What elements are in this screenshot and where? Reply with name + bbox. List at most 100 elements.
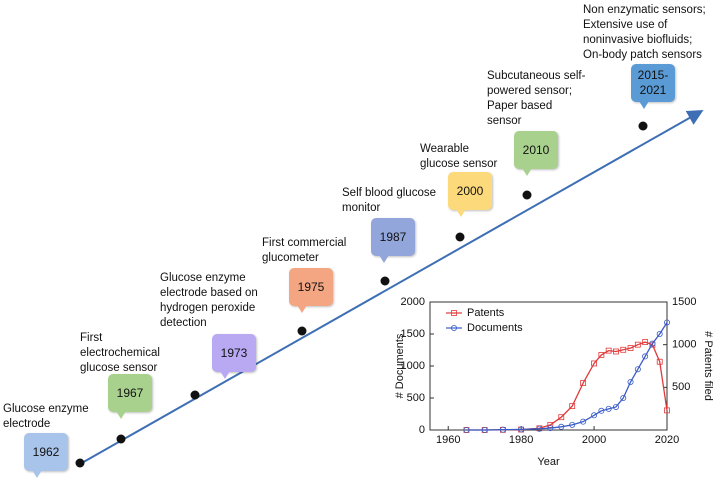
- milestone-dot: [522, 190, 532, 200]
- milestone-dot: [190, 390, 200, 400]
- label-line: Self blood glucose: [342, 187, 436, 199]
- y2-tick-label: 1500: [672, 296, 696, 308]
- year-box: 1973: [212, 334, 256, 372]
- legend-label: Documents: [467, 322, 523, 334]
- label-line: electrode: [3, 418, 51, 430]
- point: [558, 414, 565, 421]
- point: [499, 426, 506, 433]
- milestone-dot: [455, 232, 465, 242]
- x-tick-label: 1980: [509, 434, 533, 446]
- milestone-dot: [297, 326, 307, 336]
- box-tail: [456, 209, 466, 217]
- y-tick-label: 2000: [401, 296, 425, 308]
- legend-marker: [451, 310, 457, 316]
- year-box: 2000: [448, 172, 492, 210]
- point: [547, 421, 554, 428]
- label-line: noninvasive biofluids;: [583, 34, 693, 46]
- label-line: Subcutaneous self-: [487, 70, 586, 82]
- label-line: hydrogen peroxide: [160, 302, 256, 314]
- milestone-label: First commercial glucometer: [262, 236, 346, 266]
- year: 2000: [456, 183, 484, 198]
- point: [634, 341, 641, 348]
- point: [518, 426, 525, 433]
- milestone-label: Wearable glucose sensor: [420, 142, 497, 172]
- point: [620, 346, 627, 353]
- label-line: On-body patch sensors: [583, 49, 702, 61]
- year-box: 2010: [514, 131, 558, 169]
- y2-tick-label: 500: [672, 381, 690, 393]
- y-tick-label: 0: [419, 424, 425, 436]
- point: [580, 418, 587, 425]
- y2-tick-label: 1000: [672, 339, 696, 351]
- milestone-label: Non enzymatic sensors; Extensive use of no…: [583, 3, 706, 63]
- year: 1967: [116, 385, 144, 400]
- x-axis-title: Year: [537, 456, 560, 468]
- milestone-label: Self blood glucose monitor: [342, 186, 436, 216]
- label-line: sensor: [487, 115, 522, 127]
- point: [558, 423, 565, 430]
- milestone-label: First electrochemical glucose sensor: [80, 331, 160, 376]
- label-line: Wearable: [420, 143, 470, 155]
- label-line: Extensive use of: [583, 19, 668, 31]
- milestone-dot: [75, 458, 85, 468]
- point: [598, 407, 605, 414]
- year: 1962: [32, 444, 60, 459]
- milestone-dot: [380, 276, 390, 286]
- point: [591, 412, 598, 419]
- point: [627, 345, 634, 351]
- point: [664, 407, 670, 414]
- point: [463, 426, 470, 433]
- milestone-label: Glucose enzyme electrode: [3, 402, 89, 432]
- box-tail: [220, 371, 230, 379]
- box-tail: [32, 470, 42, 478]
- year: 2015-2021: [637, 68, 669, 97]
- year: 1975: [297, 279, 325, 294]
- label-line: powered sensor;: [487, 85, 573, 97]
- label-line: glucose sensor: [420, 158, 498, 170]
- milestone-dot: [116, 434, 126, 444]
- point: [656, 330, 663, 337]
- label-line: monitor: [342, 202, 381, 214]
- point: [656, 358, 663, 365]
- y-tick-label: 1500: [401, 328, 425, 340]
- label-line: Non enzymatic sensors;: [583, 4, 706, 16]
- milestone-label: Subcutaneous self-powered sensor; Paper b…: [487, 69, 585, 129]
- label-line: electrode based on: [160, 287, 258, 299]
- point: [591, 360, 597, 367]
- legend-marker: [450, 324, 457, 331]
- point: [642, 353, 649, 360]
- y-tick-label: 500: [407, 392, 425, 404]
- timeline-axis: [79, 110, 704, 465]
- label-line: glucometer: [262, 252, 319, 264]
- point: [481, 426, 488, 433]
- box-tail: [379, 255, 389, 263]
- point: [642, 339, 649, 346]
- box-tail: [116, 411, 126, 419]
- milestone-label: Glucose enzyme electrode based on hydrogen…: [160, 271, 258, 331]
- plot-frame: [429, 301, 668, 431]
- year: 2010: [522, 142, 550, 157]
- y-tick-label: 1000: [401, 360, 425, 372]
- point: [547, 425, 554, 432]
- x-tick-label: 2000: [582, 434, 606, 446]
- label-line: Paper based: [487, 100, 553, 112]
- point: [634, 366, 641, 373]
- year-box: 1962: [24, 433, 68, 471]
- x-tick-label: 1960: [436, 434, 460, 446]
- label-line: electrochemical: [80, 347, 160, 359]
- label-line: First: [80, 332, 103, 344]
- point: [569, 403, 576, 410]
- y2-axis-title: # Patents filed: [702, 331, 714, 401]
- point: [536, 425, 543, 432]
- year-box: 1967: [108, 374, 152, 412]
- point: [649, 340, 656, 347]
- year-box: 1975: [289, 268, 333, 306]
- point: [612, 403, 619, 410]
- point: [605, 347, 612, 354]
- point: [664, 319, 671, 326]
- box-tail: [522, 168, 532, 176]
- year: 1987: [379, 229, 407, 244]
- point: [605, 405, 612, 412]
- year-box: 1987: [371, 218, 415, 256]
